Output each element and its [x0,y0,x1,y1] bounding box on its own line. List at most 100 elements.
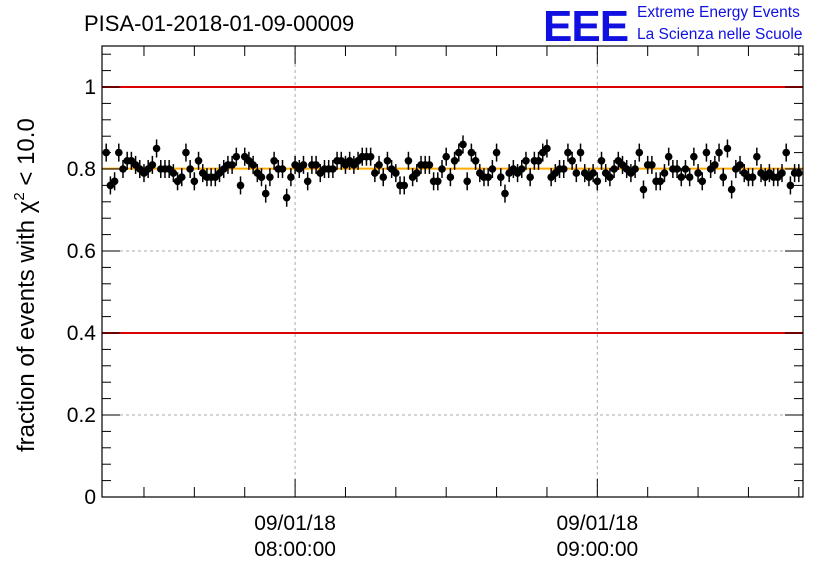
data-point-162 [782,148,791,157]
data-point-111 [568,157,576,165]
data-point-155 [753,152,761,161]
y-axis-title-superscript: 2 [11,192,28,200]
data-point-72 [404,157,413,165]
data-point-12 [152,144,161,153]
data-point-43 [282,193,291,202]
data-point-83 [450,157,459,165]
data-point-44 [287,173,295,181]
data-point-146 [715,148,723,157]
data-point-109 [559,165,568,173]
data-point-91 [484,173,492,181]
data-point-134 [664,152,673,161]
data-point-133 [660,169,669,177]
data-point-11 [148,161,157,169]
data-point-128 [639,185,648,194]
chart-title: PISA-01-2018-01-09-00009 [84,11,354,36]
data-point-103 [534,157,543,165]
data-point-80 [438,165,446,173]
data-point-63 [366,152,375,161]
data-point-84 [454,148,463,157]
reference-lines [102,86,803,334]
y-axis-title-prefix: fraction of events with [13,213,40,452]
data-point-154 [748,173,757,181]
y-tick-label-3: 0.6 [67,240,96,263]
data-point-138 [681,165,690,173]
data-point-142 [698,177,707,186]
data-point-19 [182,148,190,157]
data-point-139 [685,173,694,181]
plot-frame [101,45,804,498]
data-point-48 [303,177,312,186]
data-point-127 [635,148,644,157]
data-point-64 [371,169,379,177]
data-point-79 [434,177,442,186]
data-point-88 [471,157,480,165]
data-point-67 [383,157,392,165]
data-point-130 [648,161,656,169]
data-point-93 [492,148,501,157]
data-point-143 [702,148,711,157]
logo: EEE Extreme Energy Events La Scienza nel… [543,2,802,51]
x-tick-time-1: 09:00:00 [556,538,638,561]
data-point-117 [593,177,602,186]
data-point-82 [446,173,455,181]
data-point-69 [392,169,400,177]
data-points [102,135,803,207]
grid [102,46,803,497]
data-point-116 [589,169,597,177]
data-point-18 [177,173,186,181]
data-point-4 [119,165,127,173]
data-point-94 [496,173,505,181]
data-point-165 [795,169,803,177]
y-tick-label-5: 1 [84,76,96,99]
y-tick-label-1: 0.2 [67,404,96,427]
data-point-126 [631,165,639,173]
data-point-147 [719,173,728,181]
data-point-121 [610,165,618,173]
logo-mark: EEE [543,2,628,51]
data-point-141 [694,169,702,177]
data-point-151 [736,161,744,169]
y-axis-title-suffix: < 10.0 [13,118,40,192]
data-point-20 [186,165,194,173]
logo-line2: La Scienza nelle Scuole [637,26,802,43]
data-point-100 [522,157,530,165]
data-point-137 [677,173,686,181]
data-point-16 [169,169,178,177]
data-point-81 [442,152,451,161]
y-axis-title: fraction of events with χ2 < 10.0 [11,118,40,452]
y-ticks: 0 0.2 0.4 0.6 0.8 1 [67,53,803,509]
data-point-161 [778,169,786,177]
data-point-92 [488,165,497,173]
data-point-74 [413,169,421,177]
data-point-50 [312,161,320,169]
data-point-120 [606,173,614,181]
data-point-118 [597,157,606,165]
y-tick-label-0: 0 [84,486,96,509]
data-point-30 [228,161,236,169]
data-point-66 [379,173,388,181]
data-point-32 [236,181,245,190]
data-point-110 [564,148,572,157]
data-point-42 [278,165,287,173]
data-point-21 [190,177,199,186]
axes [101,45,804,498]
data-point-95 [501,189,509,198]
data-point-105 [543,144,551,153]
y-tick-label-4: 0.8 [67,158,96,181]
data-point-40 [270,157,278,165]
data-point-77 [425,161,434,169]
y-axis-title-symbol: χ [13,200,40,213]
data-point-39 [266,173,274,181]
x-ticks: 09/01/18 08:00:00 09/01/18 09:00:00 [143,46,800,561]
data-point-3 [114,148,123,157]
data-point-2 [110,177,119,186]
data-point-132 [656,177,665,186]
data-point-140 [690,152,698,161]
data-point-86 [463,177,471,186]
data-point-136 [673,165,681,173]
data-point-85 [459,140,467,149]
data-point-54 [329,165,337,173]
data-point-65 [375,161,383,169]
